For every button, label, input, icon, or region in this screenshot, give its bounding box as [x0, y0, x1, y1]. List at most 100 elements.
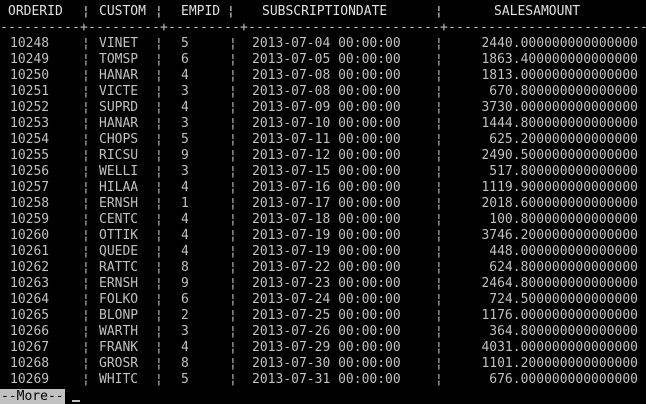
cell-sales-amount: 364.800000000000000	[489, 324, 638, 339]
column-separator: ¦	[227, 4, 235, 19]
cell-order-id: 10266	[10, 324, 50, 339]
cell-order-id: 10251	[10, 84, 50, 99]
column-separator: ¦	[155, 292, 163, 307]
column-separator: ¦	[435, 36, 443, 51]
column-separator: ¦	[155, 4, 163, 19]
cell-customer: HANAR	[99, 116, 139, 131]
column-separator: ¦	[435, 4, 443, 19]
cell-order-id: 10256	[10, 164, 50, 179]
cell-sales-amount: 4031.000000000000000	[481, 340, 638, 355]
column-separator: ¦	[435, 164, 443, 179]
column-separator: ¦	[82, 212, 90, 227]
column-separator: ¦	[82, 164, 90, 179]
cell-subscription-date: 2013-07-08 00:00:00	[252, 68, 401, 83]
cell-customer: OTTIK	[99, 228, 139, 243]
column-separator: ¦	[155, 36, 163, 51]
cell-customer: BLONP	[99, 308, 139, 323]
column-separator: ¦	[229, 308, 237, 323]
column-separator: ¦	[155, 340, 163, 355]
cell-emp-id: 3	[181, 164, 189, 179]
column-separator: ¦	[82, 260, 90, 275]
column-separator: ¦	[155, 260, 163, 275]
column-separator: ¦	[229, 372, 237, 387]
column-separator: ¦	[155, 116, 163, 131]
column-separator: ¦	[155, 100, 163, 115]
cell-subscription-date: 2013-07-24 00:00:00	[252, 292, 401, 307]
cell-customer: ERNSH	[99, 196, 139, 211]
column-header-order-id: ORDERID	[8, 4, 63, 19]
cell-sales-amount: 1863.400000000000000	[481, 52, 638, 67]
column-separator: ¦	[82, 84, 90, 99]
column-separator: ¦	[82, 116, 90, 131]
column-separator: ¦	[435, 132, 443, 147]
cell-subscription-date: 2013-07-04 00:00:00	[252, 36, 401, 51]
cell-sales-amount: 3746.200000000000000	[481, 228, 638, 243]
cell-order-id: 10250	[10, 68, 50, 83]
column-separator: ¦	[155, 276, 163, 291]
cell-emp-id: 9	[181, 148, 189, 163]
column-separator: ¦	[229, 164, 237, 179]
cell-emp-id: 8	[181, 260, 189, 275]
column-separator: ¦	[82, 52, 90, 67]
cell-order-id: 10261	[10, 244, 50, 259]
column-separator: ¦	[82, 356, 90, 371]
cell-sales-amount: 1813.000000000000000	[481, 68, 638, 83]
cell-subscription-date: 2013-07-16 00:00:00	[252, 180, 401, 195]
column-separator: ¦	[435, 340, 443, 355]
cell-sales-amount: 2440.000000000000000	[481, 36, 638, 51]
column-separator: ¦	[435, 356, 443, 371]
cell-order-id: 10263	[10, 276, 50, 291]
more-prompt[interactable]: --More--	[0, 389, 65, 404]
cell-customer: RATTC	[99, 260, 139, 275]
cell-order-id: 10264	[10, 292, 50, 307]
cell-customer: WARTH	[99, 324, 139, 339]
cell-customer: VINET	[99, 36, 139, 51]
column-separator: ¦	[229, 196, 237, 211]
column-separator: ¦	[435, 212, 443, 227]
cell-sales-amount: 517.800000000000000	[489, 164, 638, 179]
column-separator: ¦	[435, 180, 443, 195]
column-separator: ¦	[82, 68, 90, 83]
cell-sales-amount: 724.500000000000000	[489, 292, 638, 307]
column-separator: ¦	[82, 372, 90, 387]
cell-order-id: 10254	[10, 132, 50, 147]
column-separator: ¦	[155, 244, 163, 259]
column-separator: ¦	[82, 4, 90, 19]
column-separator: ¦	[435, 68, 443, 83]
column-separator: ¦	[229, 180, 237, 195]
cell-sales-amount: 3730.000000000000000	[481, 100, 638, 115]
column-separator: ¦	[155, 212, 163, 227]
cell-emp-id: 3	[181, 324, 189, 339]
cell-emp-id: 9	[181, 276, 189, 291]
cell-order-id: 10268	[10, 356, 50, 371]
cell-customer: QUEDE	[99, 244, 139, 259]
cell-emp-id: 4	[181, 180, 189, 195]
cell-customer: TOMSP	[99, 52, 139, 67]
cell-customer: ERNSH	[99, 276, 139, 291]
cell-sales-amount: 676.000000000000000	[489, 372, 638, 387]
column-separator: ¦	[435, 228, 443, 243]
cell-emp-id: 4	[181, 212, 189, 227]
column-separator: ¦	[435, 148, 443, 163]
column-separator: ¦	[82, 308, 90, 323]
cell-customer: HILAA	[99, 180, 139, 195]
column-separator: ¦	[155, 228, 163, 243]
cell-sales-amount: 670.800000000000000	[489, 84, 638, 99]
cell-customer: CENTC	[99, 212, 139, 227]
cell-sales-amount: 2490.500000000000000	[481, 148, 638, 163]
cell-customer: SUPRD	[99, 100, 139, 115]
text-cursor	[72, 400, 80, 402]
column-header-subscription-date: SUBSCRIPTIONDATE	[262, 4, 388, 19]
column-separator: ¦	[82, 244, 90, 259]
column-separator: ¦	[155, 132, 163, 147]
cell-order-id: 10252	[10, 100, 50, 115]
cell-order-id: 10262	[10, 260, 50, 275]
column-separator: ¦	[229, 68, 237, 83]
column-separator: ¦	[82, 196, 90, 211]
cell-emp-id: 5	[181, 132, 189, 147]
column-separator: ¦	[229, 244, 237, 259]
column-separator: ¦	[155, 164, 163, 179]
cell-sales-amount: 1101.200000000000000	[481, 356, 638, 371]
column-separator: ¦	[155, 308, 163, 323]
